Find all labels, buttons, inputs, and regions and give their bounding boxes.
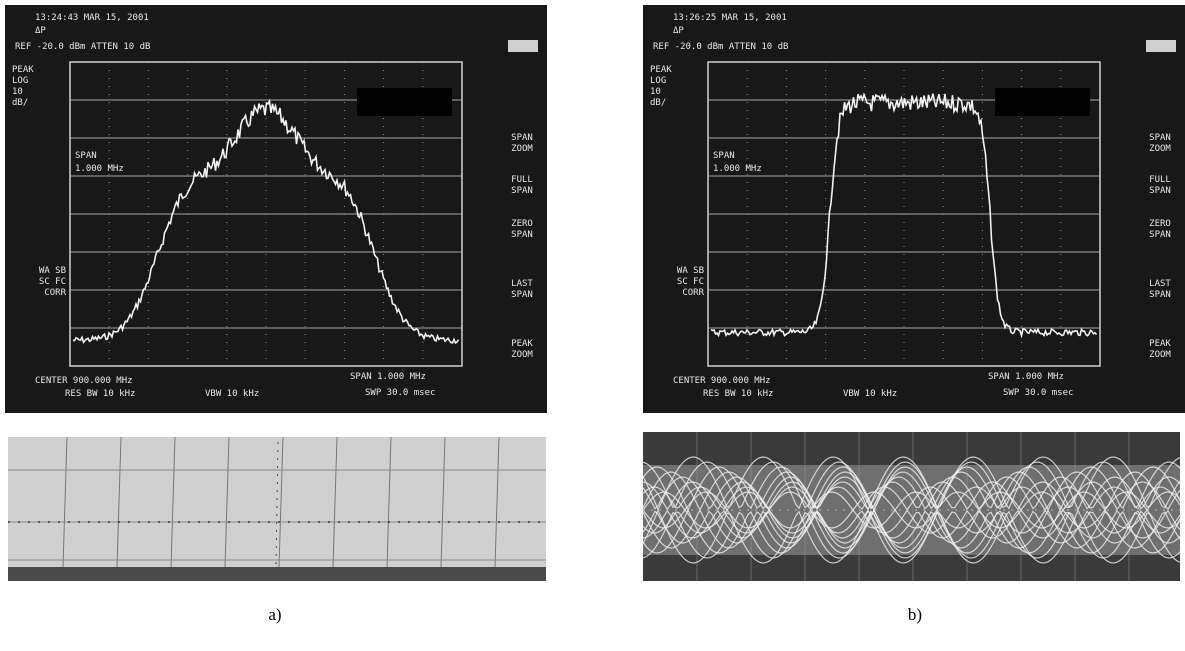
eye-trace	[642, 466, 1181, 512]
scope-grid	[386, 436, 392, 568]
screen-photo	[643, 5, 1185, 413]
softkey-label: SPAN	[511, 186, 533, 196]
screen-photo	[5, 5, 547, 413]
timestamp: 13:24:43 MAR 15, 2001	[35, 13, 149, 23]
softkey-indicator	[1146, 40, 1176, 52]
softkey-label: ZOOM	[1149, 350, 1171, 360]
softkey-label: SPAN	[1149, 133, 1171, 143]
softkey-label: SPAN	[511, 230, 533, 240]
softkey-indicator	[508, 40, 538, 52]
eye-trace	[642, 456, 1181, 511]
grid-frame	[69, 61, 463, 367]
softkey-label: PEAK	[511, 339, 533, 349]
scope-grid	[224, 436, 230, 568]
span-annotation: 1.000 MHz	[75, 164, 124, 174]
scope-grid	[278, 436, 284, 568]
span-annotation: SPAN	[75, 151, 97, 161]
marker-label: ΔP	[35, 26, 46, 36]
eye-trace	[642, 486, 1181, 511]
correction-label: CORR	[44, 288, 66, 298]
span-annotation: SPAN	[713, 151, 735, 161]
scope-grid	[440, 436, 446, 568]
correction-label: SC FC	[677, 277, 704, 287]
eye-trace	[642, 508, 1181, 554]
softkey-label: SPAN	[511, 290, 533, 300]
video-bandwidth: VBW 10 kHz	[205, 389, 259, 399]
scale-label: LOG	[12, 76, 28, 86]
span-value: SPAN 1.000 MHz	[988, 372, 1064, 382]
eye-trace	[642, 476, 1181, 510]
redaction	[995, 88, 1090, 116]
softkey-label: ZOOM	[511, 350, 533, 360]
center-frequency: CENTER 900.000 MHz	[673, 376, 771, 386]
softkey-label: SPAN	[1149, 186, 1171, 196]
resolution-bandwidth: RES BW 10 kHz	[703, 389, 773, 399]
softkey-label: ZOOM	[1149, 144, 1171, 154]
marker-label: ΔP	[673, 26, 684, 36]
eye-trace	[642, 511, 1181, 559]
scale-label: PEAK	[650, 65, 672, 75]
softkey-label: FULL	[511, 175, 533, 185]
scope-shade	[8, 567, 546, 581]
softkey-label: SPAN	[1149, 290, 1171, 300]
correction-label: WA SB	[677, 266, 704, 276]
sweep-time: SWP 30.0 msec	[1003, 388, 1073, 398]
redaction	[357, 88, 452, 116]
eye-trace	[642, 509, 1181, 534]
correction-label: SC FC	[39, 277, 66, 287]
caption: a)	[268, 605, 281, 624]
softkey-label: ZERO	[511, 219, 533, 229]
softkey-label: ZERO	[1149, 219, 1171, 229]
scope-grid	[116, 436, 122, 568]
softkey-label: LAST	[1149, 279, 1171, 289]
softkey-label: SPAN	[511, 133, 533, 143]
resolution-bandwidth: RES BW 10 kHz	[65, 389, 135, 399]
sweep-time: SWP 30.0 msec	[365, 388, 435, 398]
scope-grid	[170, 436, 176, 568]
video-bandwidth: VBW 10 kHz	[843, 389, 897, 399]
timestamp: 13:26:25 MAR 15, 2001	[673, 13, 787, 23]
eye-trace	[642, 491, 1181, 511]
scale-label: dB/	[650, 98, 666, 108]
softkey-label: ZOOM	[511, 144, 533, 154]
scale-label: 10	[12, 87, 23, 97]
softkey-label: PEAK	[1149, 339, 1171, 349]
span-annotation: 1.000 MHz	[713, 164, 762, 174]
correction-label: WA SB	[39, 266, 66, 276]
center-frequency: CENTER 900.000 MHz	[35, 376, 133, 386]
span-value: SPAN 1.000 MHz	[350, 372, 426, 382]
scope-photo	[8, 437, 546, 581]
reference-level: REF -20.0 dBm ATTEN 10 dB	[653, 42, 788, 52]
scale-label: PEAK	[12, 65, 34, 75]
reference-level: REF -20.0 dBm ATTEN 10 dB	[15, 42, 150, 52]
eye-trace	[642, 510, 1181, 544]
scale-label: dB/	[12, 98, 28, 108]
eye-trace	[642, 461, 1181, 509]
softkey-label: FULL	[1149, 175, 1171, 185]
spectrum-trace	[72, 98, 460, 345]
spectrum-trace	[710, 92, 1098, 339]
caption: b)	[908, 605, 922, 624]
scope-grid	[494, 436, 500, 568]
eye-trace	[642, 509, 1181, 529]
grid-frame	[707, 61, 1101, 367]
scale-label: LOG	[650, 76, 666, 86]
scope-grid	[332, 436, 338, 568]
correction-label: CORR	[682, 288, 704, 298]
softkey-label: SPAN	[1149, 230, 1171, 240]
eye-trace	[642, 509, 1181, 564]
softkey-label: LAST	[511, 279, 533, 289]
scale-label: 10	[650, 87, 661, 97]
scope-grid	[62, 436, 68, 568]
